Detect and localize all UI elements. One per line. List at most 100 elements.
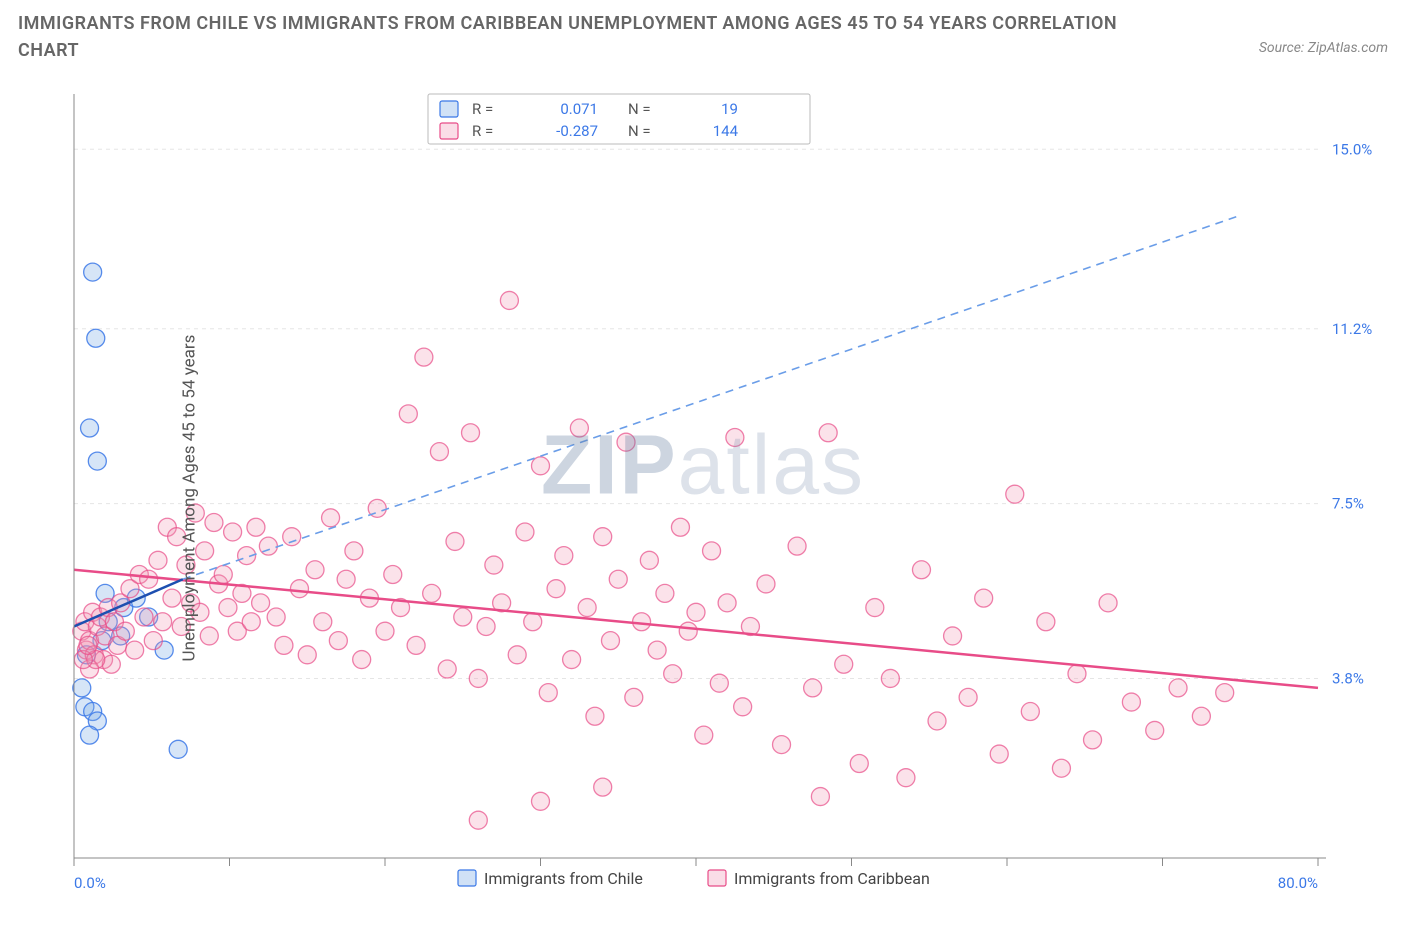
data-point bbox=[438, 660, 456, 678]
data-point bbox=[594, 778, 612, 796]
data-point bbox=[633, 613, 651, 631]
data-point bbox=[990, 745, 1008, 763]
source-attribution: Source: ZipAtlas.com bbox=[1259, 40, 1388, 56]
data-point bbox=[881, 669, 899, 687]
data-point bbox=[259, 537, 277, 555]
trendline-caribbean bbox=[74, 570, 1318, 688]
data-point bbox=[959, 688, 977, 706]
legend-swatch bbox=[440, 123, 458, 139]
data-point bbox=[376, 622, 394, 640]
legend-series-label: Immigrants from Caribbean bbox=[734, 869, 930, 888]
data-point bbox=[1099, 594, 1117, 612]
data-point bbox=[469, 811, 487, 829]
y-tick-label: 3.8% bbox=[1332, 669, 1364, 687]
data-point bbox=[866, 599, 884, 617]
data-point bbox=[897, 769, 915, 787]
data-point bbox=[671, 518, 689, 536]
data-point bbox=[640, 551, 658, 569]
data-point bbox=[788, 537, 806, 555]
data-point bbox=[290, 580, 308, 598]
chart-svg: 0.0%80.0%3.8%7.5%11.2%15.0%R =0.071N =19… bbox=[18, 88, 1388, 908]
data-point bbox=[1068, 665, 1086, 683]
data-point bbox=[703, 542, 721, 560]
data-point bbox=[726, 428, 744, 446]
legend-r-label: R = bbox=[472, 122, 493, 140]
data-point bbox=[532, 792, 550, 810]
data-point bbox=[399, 405, 417, 423]
data-point bbox=[200, 627, 218, 645]
data-point bbox=[81, 419, 99, 437]
data-point bbox=[140, 570, 158, 588]
data-point bbox=[267, 608, 285, 626]
data-point bbox=[1169, 679, 1187, 697]
trendline-chile-extrapolated bbox=[183, 215, 1240, 579]
data-point bbox=[819, 424, 837, 442]
data-point bbox=[811, 788, 829, 806]
data-point bbox=[79, 636, 97, 654]
data-point bbox=[454, 608, 472, 626]
data-point bbox=[718, 594, 736, 612]
data-point bbox=[430, 443, 448, 461]
data-point bbox=[446, 532, 464, 550]
data-point bbox=[84, 263, 102, 281]
data-point bbox=[81, 726, 99, 744]
legend-n-label: N = bbox=[628, 122, 651, 140]
data-point bbox=[306, 561, 324, 579]
data-point bbox=[1021, 703, 1039, 721]
data-point bbox=[516, 523, 534, 541]
data-point bbox=[757, 575, 775, 593]
data-point bbox=[252, 594, 270, 612]
data-point bbox=[586, 707, 604, 725]
data-point bbox=[695, 726, 713, 744]
data-point bbox=[687, 603, 705, 621]
data-point bbox=[205, 514, 223, 532]
data-point bbox=[594, 528, 612, 546]
data-point bbox=[1122, 693, 1140, 711]
data-point bbox=[617, 433, 635, 451]
legend-r-value: -0.287 bbox=[556, 122, 598, 140]
data-point bbox=[912, 561, 930, 579]
data-point bbox=[532, 457, 550, 475]
data-point bbox=[224, 523, 242, 541]
data-point bbox=[415, 348, 433, 366]
scatter-chart: Unemployment Among Ages 45 to 54 years Z… bbox=[18, 88, 1388, 908]
data-point bbox=[734, 698, 752, 716]
data-point bbox=[850, 755, 868, 773]
data-point bbox=[601, 632, 619, 650]
legend-swatch bbox=[440, 101, 458, 117]
legend-r-value: 0.071 bbox=[560, 100, 598, 118]
data-point bbox=[1216, 684, 1234, 702]
data-point bbox=[975, 589, 993, 607]
data-point bbox=[944, 627, 962, 645]
data-point bbox=[275, 636, 293, 654]
data-point bbox=[773, 736, 791, 754]
x-tick-label: 80.0% bbox=[1278, 874, 1318, 892]
data-point bbox=[625, 688, 643, 706]
data-point bbox=[928, 712, 946, 730]
data-point bbox=[477, 617, 495, 635]
data-point bbox=[539, 684, 557, 702]
data-point bbox=[835, 655, 853, 673]
data-point bbox=[144, 632, 162, 650]
data-point bbox=[656, 584, 674, 602]
data-point bbox=[547, 580, 565, 598]
data-point bbox=[679, 622, 697, 640]
data-point bbox=[1146, 721, 1164, 739]
data-point bbox=[314, 613, 332, 631]
data-point bbox=[648, 641, 666, 659]
data-point bbox=[353, 651, 371, 669]
data-point bbox=[247, 518, 265, 536]
legend-n-label: N = bbox=[628, 100, 651, 118]
data-point bbox=[485, 556, 503, 574]
data-point bbox=[283, 528, 301, 546]
data-point bbox=[135, 608, 153, 626]
legend-swatch bbox=[708, 870, 726, 886]
data-point bbox=[563, 651, 581, 669]
data-point bbox=[1192, 707, 1210, 725]
data-point bbox=[149, 551, 167, 569]
x-tick-label: 0.0% bbox=[74, 874, 106, 892]
data-point bbox=[423, 584, 441, 602]
legend-r-label: R = bbox=[472, 100, 493, 118]
data-point bbox=[337, 570, 355, 588]
data-point bbox=[322, 509, 340, 527]
